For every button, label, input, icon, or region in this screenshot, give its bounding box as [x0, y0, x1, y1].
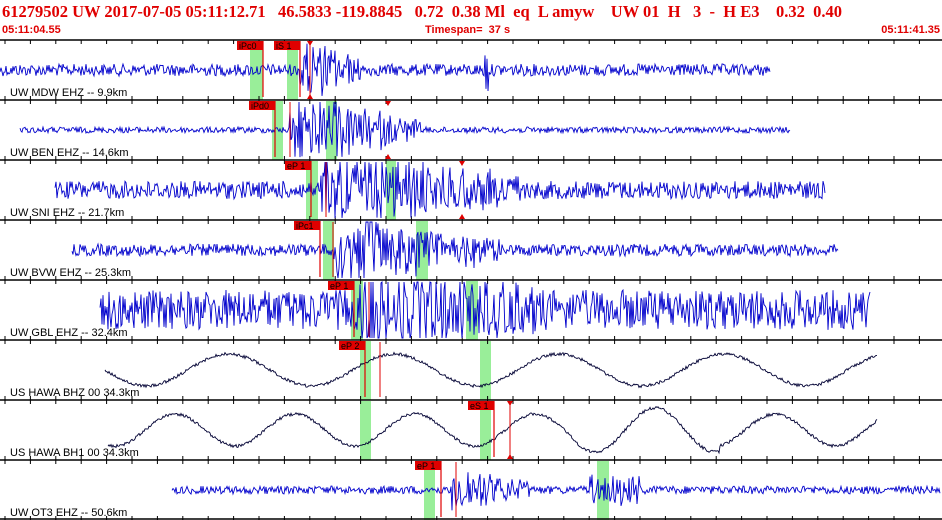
phase-pick[interactable]: iS 1 [274, 41, 301, 97]
station-label: UW MDW EHZ -- 9.9km [10, 87, 127, 99]
phase-window [326, 101, 337, 160]
waveform-trace [54, 161, 826, 219]
pick-label: eP 1 [330, 281, 348, 291]
phase-window [466, 281, 478, 340]
trace-row[interactable]: iPc1 UW BVW EHZ -- 25.3km [0, 219, 942, 280]
pick-label: eS 1 [470, 401, 489, 411]
waveform-trace [19, 101, 791, 158]
trace-row[interactable]: eS 1 US HAWA BH1 00 34.3km [0, 399, 942, 460]
phase-window [480, 401, 491, 460]
phase-pick[interactable]: eP 1 [328, 281, 355, 337]
phase-window [480, 341, 491, 400]
pick-label: eP 2 [341, 341, 359, 351]
pick-label: iPc0 [239, 41, 257, 51]
phase-window [386, 161, 396, 220]
waveform-trace [0, 43, 771, 96]
waveform-trace [107, 405, 878, 455]
pick-flag [274, 41, 300, 50]
trace-row[interactable]: iPd0 UW BEN EHZ -- 14.6km [0, 99, 942, 160]
arrival-marker-icon [507, 401, 513, 406]
phase-pick[interactable]: iPd0 [249, 101, 276, 157]
waveform-trace [99, 281, 871, 339]
pick-flag [328, 281, 354, 290]
trace-row[interactable]: iPc0 iS 1 UW MDW EHZ -- 9.9km [0, 39, 942, 100]
station-label: UW BVW EHZ -- 25.3km [10, 267, 131, 279]
arrival-marker-icon [507, 454, 513, 459]
arrival-marker-icon [307, 94, 313, 99]
trace-row[interactable]: eP 1 UW OT3 EHZ -- 50.6km [0, 459, 942, 520]
pick-label: iPd0 [251, 101, 269, 111]
event-summary-line: 61279502 UW 2017-07-05 05:11:12.71 46.58… [2, 2, 842, 21]
waveform-trace [71, 221, 839, 279]
station-label: UW SNI EHZ -- 21.7km [10, 207, 124, 219]
waveform-trace [171, 472, 941, 511]
phase-pick[interactable]: eP 1 [415, 461, 442, 517]
phase-window [287, 41, 298, 100]
trace-row[interactable]: eP 2 US HAWA BHZ 00 34.3km [0, 339, 942, 400]
pick-flag [237, 41, 263, 50]
arrival-marker-icon [385, 154, 391, 159]
pick-label: iPc1 [296, 221, 314, 231]
station-label: UW GBL EHZ -- 32.4km [10, 327, 128, 339]
arrival-marker-icon [385, 101, 391, 106]
phase-pick[interactable]: iPc1 [294, 221, 321, 277]
phase-pick[interactable]: eS 1 [468, 401, 495, 457]
pick-flag [249, 101, 275, 110]
phase-pick[interactable]: eP 2 [339, 341, 366, 397]
trace-row[interactable]: eP 1 UW GBL EHZ -- 32.4km [0, 279, 942, 340]
phase-window [272, 101, 283, 160]
station-label: UW BEN EHZ -- 14.6km [10, 147, 129, 159]
pick-label: eP 1 [417, 461, 435, 471]
station-label: US HAWA BH1 00 34.3km [10, 447, 139, 459]
arrival-marker-icon [459, 214, 465, 219]
pick-flag [339, 341, 365, 350]
station-label: UW OT3 EHZ -- 50.6km [10, 507, 127, 519]
pick-flag [285, 161, 311, 170]
pick-flag [468, 401, 494, 410]
phase-window [360, 401, 371, 460]
end-time-label: 05:11:41.35 [881, 24, 940, 36]
pick-label: eP 1 [287, 161, 305, 171]
event-header: 61279502 UW 2017-07-05 05:11:12.71 46.58… [0, 0, 942, 38]
timespan-label: Timespan= 37 s [425, 24, 511, 36]
waveform-trace [104, 351, 877, 389]
station-label: US HAWA BHZ 00 34.3km [10, 387, 139, 399]
pick-flag [415, 461, 441, 470]
start-time-label: 05:11:04.55 [2, 24, 61, 36]
pick-label: iS 1 [276, 41, 292, 51]
pick-flag [294, 221, 320, 230]
phase-pick[interactable]: iPc0 [237, 41, 264, 97]
arrival-marker-icon [307, 41, 313, 46]
phase-pick[interactable]: eP 1 [285, 161, 312, 217]
trace-row[interactable]: eP 1 UW SNI EHZ -- 21.7km [0, 159, 942, 220]
arrival-marker-icon [459, 161, 465, 166]
